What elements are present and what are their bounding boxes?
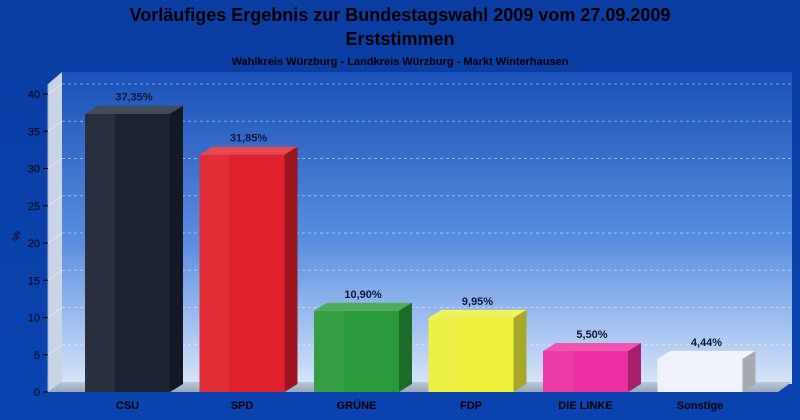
y-axis-label: % (11, 231, 23, 241)
y-tick-label: 20 (28, 238, 40, 250)
bar-top (657, 350, 756, 359)
bar-front (314, 310, 399, 392)
bar-top (543, 343, 641, 352)
y-tick-label: 30 (28, 164, 40, 176)
gridline-side (47, 83, 63, 95)
plot-back-wall (62, 72, 792, 384)
chart-title-2: Erststimmen (345, 29, 454, 49)
bar-side (742, 350, 756, 392)
y-tick-label: 15 (28, 275, 40, 287)
bar-front (428, 317, 514, 392)
gridline-side (47, 158, 63, 169)
gridline-side (47, 120, 63, 132)
bars: 37,35% 31,85% 10,90% 9,95% 5,50% 4,44% (85, 92, 756, 393)
y-tick-label: 25 (28, 201, 40, 213)
grid (47, 83, 792, 356)
bar-side (399, 302, 412, 392)
data-label: 10,90% (344, 289, 382, 301)
y-tick-label: 40 (28, 89, 40, 101)
gridline-side (47, 232, 63, 244)
gridline-side (47, 307, 63, 318)
bar-1: 31,85% (199, 133, 298, 392)
x-tick-label: FDP (460, 400, 482, 412)
bar-front (199, 154, 285, 392)
y-axis: 0 5 10 15 20 25 30 35 40 (28, 89, 48, 399)
bar-2: 10,90% (314, 289, 412, 392)
gridline-side (47, 269, 63, 281)
bar-front (543, 351, 628, 392)
x-tick-label: SPD (231, 400, 254, 412)
bar-top (314, 302, 412, 311)
bar-side (513, 309, 527, 392)
bar-highlight (543, 351, 573, 392)
bar-highlight (657, 358, 688, 392)
x-axis: CSU SPD GRÜNE FDP DIE LINKE Sonstige (116, 399, 723, 412)
bar-3: 9,95% (428, 296, 527, 392)
x-tick-label: CSU (116, 400, 139, 412)
x-tick-label: DIE LINKE (558, 400, 612, 412)
bar-highlight (85, 113, 115, 393)
bar-side (170, 105, 183, 393)
bar-highlight (428, 317, 459, 392)
plot-side-wall (48, 72, 62, 392)
data-label: 5,50% (576, 329, 607, 341)
data-label: 4,44% (691, 337, 722, 349)
bar-top (85, 105, 183, 114)
bar-front (85, 113, 170, 393)
y-tick-label: 10 (28, 313, 40, 325)
x-tick-label: GRÜNE (337, 399, 377, 412)
bar-front (657, 358, 743, 392)
bar-5: 4,44% (657, 337, 756, 392)
bar-4: 5,50% (543, 329, 641, 392)
bar-highlight (314, 310, 344, 392)
chart-title: Vorläufiges Ergebnis zur Bundestagswahl … (130, 5, 671, 25)
y-tick-label: 35 (28, 126, 40, 138)
gridline-side (47, 344, 63, 356)
chart-subtitle: Wahlkreis Würzburg - Landkreis Würzburg … (232, 56, 569, 68)
bar-top (428, 309, 527, 318)
y-tick-label: 5 (34, 350, 40, 362)
y-tick-label: 0 (34, 387, 40, 399)
bar-0: 37,35% (85, 92, 183, 393)
bar-top (199, 146, 298, 155)
data-label: 31,85% (230, 133, 268, 145)
bar-side (628, 343, 641, 392)
data-label: 9,95% (462, 296, 493, 308)
gridline-side (47, 195, 63, 207)
data-label: 37,35% (115, 92, 153, 104)
bar-side (284, 146, 298, 392)
x-tick-label: Sonstige (677, 400, 723, 412)
bar-highlight (199, 154, 230, 392)
